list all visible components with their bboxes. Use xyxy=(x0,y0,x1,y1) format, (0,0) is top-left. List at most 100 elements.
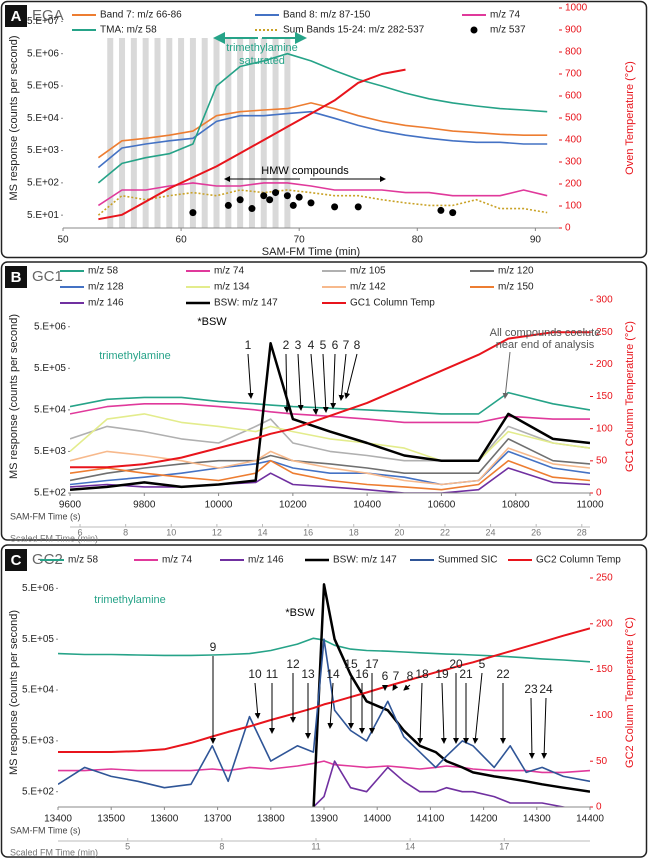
peak-arrow xyxy=(283,353,290,413)
y2-axis-title: Oven Temperature (°C) xyxy=(624,61,636,175)
annotation: HMW compounds xyxy=(261,165,349,177)
peak-label: 7 xyxy=(393,669,400,683)
legend-label: Band 7: m/z 66-86 xyxy=(100,10,182,21)
y2-tick-label: 100 xyxy=(596,710,613,721)
series-line xyxy=(310,760,568,807)
y2-tick-label: 150 xyxy=(596,664,613,675)
peak-label: 13 xyxy=(301,667,315,681)
x2-tick-label: 28 xyxy=(577,527,587,537)
legend-label: Summed SIC xyxy=(438,555,497,566)
peak-arrow xyxy=(541,697,548,759)
legend-label: m/z 58 xyxy=(68,555,98,566)
series-line xyxy=(58,638,590,789)
panel-letter: C xyxy=(11,552,22,569)
y2-tick-label: 400 xyxy=(565,135,582,146)
y2-axis-title: GC2 Column Temperature (°C) xyxy=(624,617,636,768)
panel-badge xyxy=(5,549,27,571)
peak-arrow xyxy=(392,684,399,691)
x2-tick-label: 8 xyxy=(123,527,128,537)
annotation: All compounds coelute xyxy=(490,327,601,339)
series-line xyxy=(70,467,590,493)
y2-tick-label: 100 xyxy=(596,423,613,434)
peak-label: 9 xyxy=(210,640,217,654)
legend-label: m/z 74 xyxy=(214,266,244,277)
peak-arrow xyxy=(254,682,261,719)
x2-axis-title: Scaled FM Time (min) xyxy=(10,847,98,857)
x2-tick-label: 24 xyxy=(486,527,496,537)
shaded-band xyxy=(130,38,137,228)
panel-frame xyxy=(0,0,648,259)
x2-tick-label: 14 xyxy=(405,841,415,851)
shaded-band xyxy=(248,38,255,228)
x-tick-label: 9600 xyxy=(59,500,82,511)
peak-label: 23 xyxy=(524,682,538,696)
panel-frame xyxy=(0,544,648,858)
legend-label: m/z 146 xyxy=(88,298,124,309)
x2-tick-label: 6 xyxy=(78,527,83,537)
peak-arrow xyxy=(440,682,447,744)
legend-label: m/z 142 xyxy=(350,282,386,293)
data-point xyxy=(266,196,274,204)
data-point xyxy=(236,196,244,204)
shaded-band xyxy=(237,38,244,228)
shaded-band xyxy=(225,38,232,228)
x-axis-title: SAM-FM Time (s) xyxy=(10,825,81,835)
peak-arrow xyxy=(472,672,483,744)
y-tick-label: 5.E+01 xyxy=(27,210,59,221)
legend-label: BSW: m/z 147 xyxy=(214,298,278,309)
legend-label: m/z 74 xyxy=(162,555,192,566)
series-line xyxy=(70,342,590,491)
x2-tick-label: 14 xyxy=(257,527,267,537)
peak-label: 24 xyxy=(539,682,553,696)
x2-axis-title: Scaled FM Time (min) xyxy=(10,533,98,543)
y-tick-label: 5.E+06 xyxy=(34,321,66,332)
y2-tick-label: 50 xyxy=(596,756,608,767)
x2-tick-label: 16 xyxy=(303,527,313,537)
x-tick-label: 13900 xyxy=(310,814,338,825)
shaded-band xyxy=(284,38,291,228)
y-tick-label: 5.E+03 xyxy=(34,446,66,457)
data-point xyxy=(283,192,291,200)
x-tick-label: 90 xyxy=(530,235,542,246)
series-line xyxy=(70,413,590,462)
annotation: trimethylamine xyxy=(226,42,298,54)
peak-label: 10 xyxy=(248,667,262,681)
legend-label: Band 8: m/z 87-150 xyxy=(283,10,371,21)
plot-area xyxy=(58,583,590,807)
x-tick-label: 13500 xyxy=(97,814,125,825)
legend-label: m/z 537 xyxy=(490,25,526,36)
annotation: saturated xyxy=(239,55,285,67)
peak-label: 19 xyxy=(435,667,449,681)
peak-label: 18 xyxy=(415,667,429,681)
peak-arrow xyxy=(327,682,334,729)
series-line xyxy=(70,331,590,469)
x-tick-label: 13600 xyxy=(150,814,178,825)
shaded-band xyxy=(142,38,149,228)
x-tick-label: 14000 xyxy=(363,814,391,825)
shaded-band xyxy=(166,38,173,228)
peak-arrow xyxy=(344,353,358,399)
y2-tick-label: 500 xyxy=(565,113,582,124)
series-line xyxy=(70,403,590,424)
y2-tick-label: 300 xyxy=(565,157,582,168)
shaded-band xyxy=(119,38,126,228)
x-tick-label: 10600 xyxy=(428,500,456,511)
peak-label: 7 xyxy=(343,338,350,352)
x-axis-title: SAM-FM Time (min) xyxy=(262,246,360,258)
legend-label: BSW: m/z 147 xyxy=(333,555,397,566)
y-tick-label: 5.E+06 xyxy=(27,48,59,59)
series-line xyxy=(97,110,548,169)
legend-label: m/z 105 xyxy=(350,266,386,277)
x-tick-label: 10400 xyxy=(353,500,381,511)
panel-badge xyxy=(5,266,27,288)
y-tick-label: 5.E+07 xyxy=(27,16,59,27)
data-point xyxy=(260,192,268,200)
data-point xyxy=(449,209,457,217)
legend-label: Sum Bands 15-24: m/z 282-537 xyxy=(283,25,425,36)
x-tick-label: 13400 xyxy=(44,814,72,825)
shaded-band xyxy=(201,38,208,228)
x-tick-label: 13700 xyxy=(204,814,232,825)
peak-arrow xyxy=(528,697,535,759)
series-line xyxy=(70,447,590,486)
x-tick-label: 14100 xyxy=(416,814,444,825)
